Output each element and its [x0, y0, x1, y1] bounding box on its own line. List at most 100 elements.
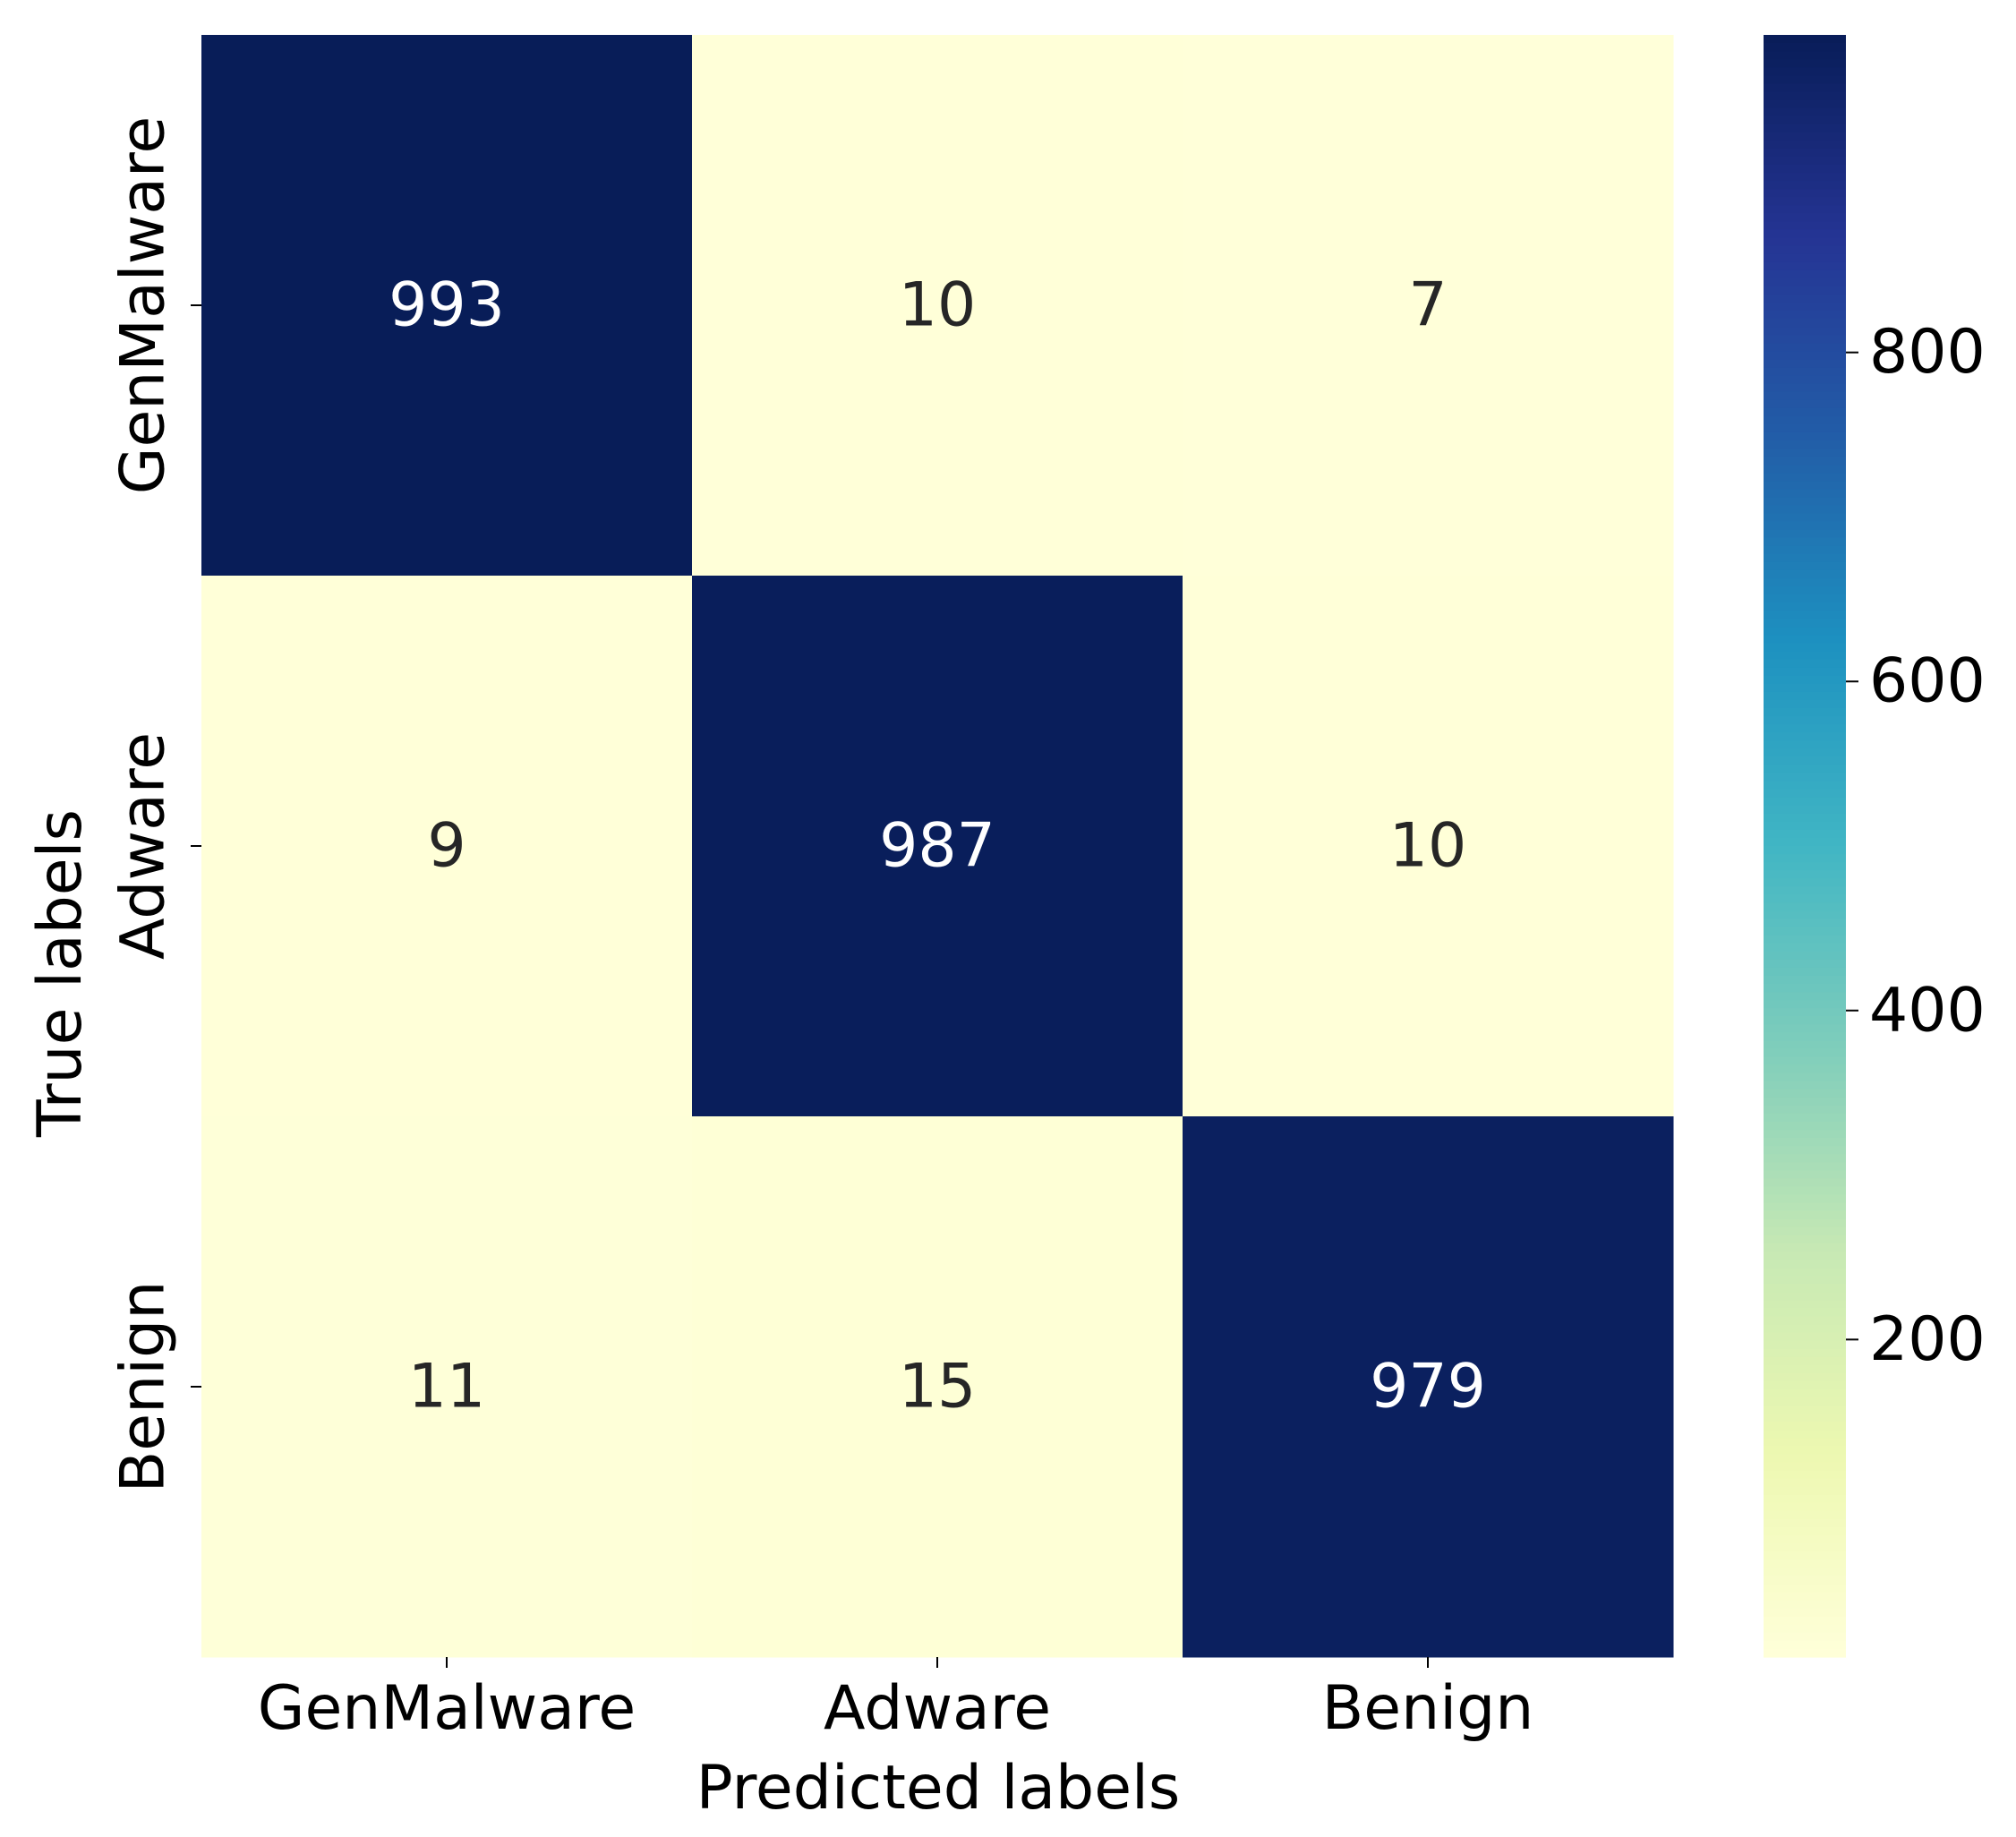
- colorbar-segment: [1764, 1632, 1846, 1642]
- colorbar-segment: [1764, 148, 1846, 158]
- colorbar-segment: [1764, 449, 1846, 457]
- colorbar-segment: [1764, 1064, 1846, 1074]
- colorbar-segment: [1764, 391, 1846, 401]
- colorbar-segment: [1764, 221, 1846, 231]
- colorbar-segment: [1764, 423, 1846, 433]
- colorbar-segment: [1764, 1640, 1846, 1650]
- colorbar-segment: [1764, 902, 1846, 912]
- colorbar-segment: [1764, 431, 1846, 441]
- colorbar-segment: [1764, 561, 1846, 571]
- colorbar-segment: [1764, 375, 1846, 385]
- colorbar-segment: [1764, 1430, 1846, 1439]
- cell-value: 11: [408, 1352, 486, 1423]
- colorbar-segment: [1764, 862, 1846, 871]
- colorbar-segment: [1764, 415, 1846, 425]
- heatmap-cell: [692, 576, 1183, 1117]
- heatmap-cells: [201, 35, 1674, 1658]
- colorbar-segment: [1764, 1559, 1846, 1568]
- colorbar-segment: [1764, 773, 1846, 782]
- colorbar-tick-label: 800: [1869, 317, 1986, 388]
- colorbar-segment: [1764, 854, 1846, 863]
- colorbar-segment: [1764, 1527, 1846, 1536]
- colorbar-segment: [1764, 1292, 1846, 1301]
- colorbar-segment: [1764, 1235, 1846, 1244]
- colorbar-segment: [1764, 237, 1846, 247]
- colorbar-segment: [1764, 918, 1846, 928]
- colorbar-tick-label: 600: [1869, 646, 1986, 717]
- colorbar-segment: [1764, 521, 1846, 531]
- colorbar-segment: [1764, 1397, 1846, 1406]
- y-axis-title: True labels: [25, 809, 96, 1138]
- colorbar-segment: [1764, 35, 1846, 44]
- colorbar-segment: [1764, 675, 1846, 685]
- colorbar-segment: [1764, 1380, 1846, 1390]
- colorbar-segment: [1764, 294, 1846, 303]
- colorbar-segment: [1764, 457, 1846, 466]
- cell-value: 10: [899, 270, 977, 341]
- x-axis-title: Predicted labels: [696, 1753, 1181, 1824]
- colorbar-segment: [1764, 1284, 1846, 1293]
- colorbar-segment: [1764, 959, 1846, 969]
- colorbar-tick-label: 400: [1869, 975, 1986, 1046]
- colorbar-segment: [1764, 1502, 1846, 1512]
- colorbar-segment: [1764, 984, 1846, 993]
- colorbar-segment: [1764, 553, 1846, 563]
- colorbar-segment: [1764, 870, 1846, 879]
- x-tick-label: Benign: [1322, 1673, 1534, 1744]
- colorbar-segment: [1764, 1608, 1846, 1618]
- colorbar-segment: [1764, 1226, 1846, 1236]
- colorbar-segment: [1764, 1138, 1846, 1147]
- colorbar-segment: [1764, 659, 1846, 669]
- colorbar-segment: [1764, 813, 1846, 823]
- colorbar-segment: [1764, 367, 1846, 377]
- colorbar-segment: [1764, 91, 1846, 101]
- colorbar-segment: [1764, 1300, 1846, 1310]
- colorbar-segment: [1764, 935, 1846, 944]
- colorbar-segment: [1764, 1202, 1846, 1212]
- colorbar-segment: [1764, 1308, 1846, 1318]
- cell-value: 993: [389, 270, 505, 341]
- colorbar-segment: [1764, 1186, 1846, 1196]
- colorbar-segment: [1764, 245, 1846, 255]
- colorbar-segment: [1764, 1478, 1846, 1488]
- colorbar-segment: [1764, 440, 1846, 449]
- colorbar-segment: [1764, 205, 1846, 214]
- colorbar-segment: [1764, 967, 1846, 977]
- colorbar-segment: [1764, 1000, 1846, 1009]
- colorbar-segment: [1764, 1016, 1846, 1025]
- y-tick-label: Benign: [108, 1281, 179, 1493]
- colorbar-segment: [1764, 164, 1846, 174]
- colorbar-segment: [1764, 1170, 1846, 1180]
- colorbar-segment: [1764, 1105, 1846, 1115]
- colorbar-segment: [1764, 59, 1846, 68]
- colorbar-segment: [1764, 886, 1846, 895]
- colorbar-segment: [1764, 594, 1846, 603]
- colorbar-segment: [1764, 1056, 1846, 1066]
- colorbar-segment: [1764, 910, 1846, 920]
- colorbar-segment: [1764, 1081, 1846, 1090]
- colorbar-segment: [1764, 1624, 1846, 1634]
- colorbar-segment: [1764, 1268, 1846, 1277]
- cell-value: 10: [1389, 811, 1467, 882]
- colorbar-segment: [1764, 359, 1846, 369]
- colorbar-segment: [1764, 399, 1846, 409]
- colorbar-segment: [1764, 269, 1846, 279]
- colorbar-segment: [1764, 1510, 1846, 1520]
- colorbar-segment: [1764, 67, 1846, 76]
- colorbar-segment: [1764, 894, 1846, 904]
- colorbar-segment: [1764, 1324, 1846, 1334]
- heatmap-cell: [692, 35, 1183, 577]
- colorbar-segment: [1764, 75, 1846, 84]
- colorbar-segment: [1764, 489, 1846, 499]
- y-axis: GenMalware Adware Benign: [108, 116, 201, 1493]
- colorbar-segment: [1764, 578, 1846, 587]
- colorbar-segment: [1764, 286, 1846, 295]
- y-tick-label: GenMalware: [108, 116, 179, 494]
- colorbar-segment: [1764, 1218, 1846, 1228]
- colorbar-segment: [1764, 1252, 1846, 1260]
- colorbar-segment: [1764, 1048, 1846, 1058]
- colorbar-segment: [1764, 311, 1846, 320]
- colorbar-segment: [1764, 724, 1846, 733]
- colorbar-segment: [1764, 197, 1846, 206]
- colorbar-segment: [1764, 229, 1846, 239]
